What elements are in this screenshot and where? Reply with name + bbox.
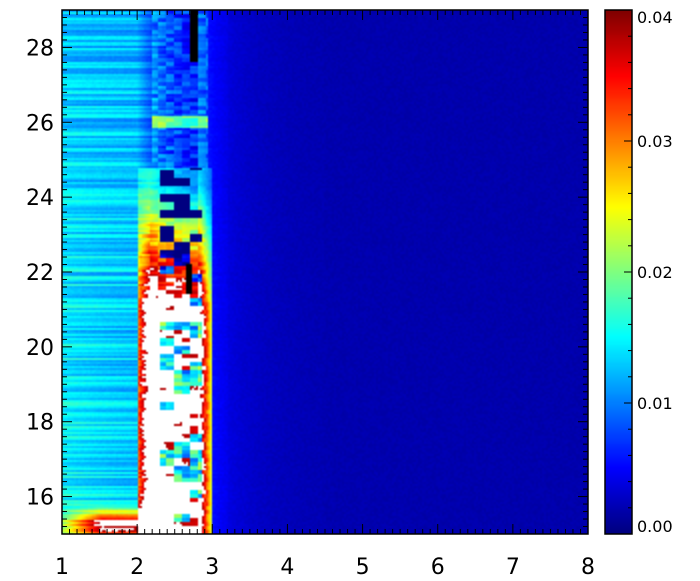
plot-area [61, 9, 589, 535]
x-tick-label: 2 [130, 555, 144, 580]
x-tick-label: 8 [581, 555, 595, 580]
y-tick-label: 16 [26, 486, 54, 511]
x-tick-label: 3 [205, 555, 219, 580]
heatmap-cells [62, 10, 588, 534]
x-tick-label: 1 [55, 555, 69, 580]
y-tick-label: 18 [26, 411, 54, 436]
y-tick-label: 22 [26, 261, 54, 286]
x-tick-label: 7 [506, 555, 520, 580]
colorbar-tick-label: 0.04 [637, 8, 673, 27]
x-tick-label: 4 [280, 555, 294, 580]
y-tick-label: 28 [26, 36, 54, 61]
x-tick-label: 6 [431, 555, 445, 580]
colorbar-tick-label: 0.00 [637, 517, 673, 536]
x-tick-label: 5 [356, 555, 370, 580]
y-tick-label: 24 [26, 186, 54, 211]
colorbar-tick-label: 0.01 [637, 394, 673, 413]
y-tick-label: 20 [26, 336, 54, 361]
colorbar-ticks: 0.00 0.01 0.02 0.03 0.04 [624, 8, 673, 536]
colorbar-tick-label: 0.02 [637, 263, 673, 282]
x-axis: 1 2 3 4 5 6 7 8 [55, 10, 595, 580]
y-axis: 16 18 20 22 24 26 28 [26, 9, 588, 535]
colorbar-tick-label: 0.03 [637, 132, 673, 151]
colorbar: 0.00 0.01 0.02 0.03 0.04 [604, 8, 673, 536]
y-tick-label: 26 [26, 111, 54, 136]
